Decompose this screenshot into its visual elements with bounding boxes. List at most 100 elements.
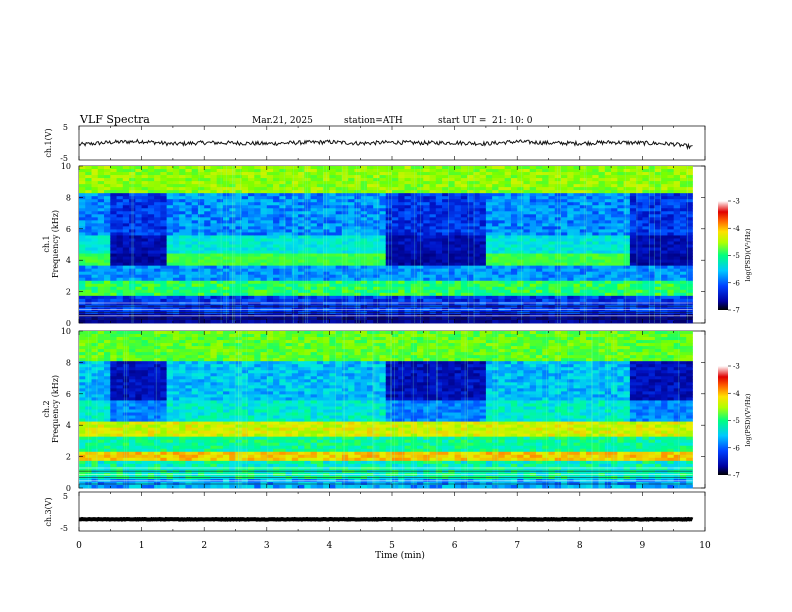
spectrogram-cell [636,166,643,170]
spectrogram-cell [417,172,424,176]
spectrogram-cell [567,250,574,254]
spectrogram-cell [110,277,117,282]
spectrogram-cell [204,190,211,194]
spectrogram-cell [479,253,487,257]
spectrogram-cell [454,283,462,288]
spectrogram-cell [398,289,405,294]
spectrogram-cell [636,214,643,218]
spectrogram-cell [216,286,224,291]
spectrogram-cell [235,184,243,188]
spectrogram-cell [360,178,368,182]
spectrogram-cell [523,226,531,230]
spectrogram-cell [135,244,142,248]
spectrogram-cell [129,172,136,176]
spectrogram-cell [241,229,249,233]
spectrogram-cell [147,187,155,191]
spectrogram-cell [561,190,568,194]
spectrogram-cell [586,211,593,215]
spectrogram-cell [185,220,193,224]
spectrogram-cell [285,199,293,203]
spectrogram-cell [429,283,437,288]
spectrogram-cell [122,205,130,209]
spectrogram-cell [329,286,337,291]
spectrogram-cell [229,241,236,245]
spectrogram-cell [335,229,343,233]
spectrogram-cell [279,277,286,282]
spectrogram-cell [135,187,142,191]
spectrogram-cell [629,292,637,297]
spectrogram-cell [141,217,149,221]
spectrogram-cell [116,181,124,185]
spectrogram-cell [341,250,349,254]
spectrogram-cell [611,208,618,212]
spectrogram-cell [629,244,637,248]
spectrogram-cell [373,271,380,276]
spectrogram-cell [273,268,280,273]
spectrogram-cell [661,223,668,227]
spectrogram-cell [617,175,625,179]
spectrogram-cell [179,250,186,254]
spectrogram-cell [573,253,581,257]
spectrogram-cell [648,196,656,200]
spectrogram-cell [648,187,656,191]
spectrogram-cell [160,298,168,303]
spectrogram-cell [97,286,105,291]
spectrogram-cell [273,199,280,203]
spectrogram-cell [85,289,92,294]
spectrogram-cell [485,178,493,182]
spectrogram-cell [129,280,136,285]
spectrogram-cell [529,238,537,242]
spectrogram-cell [172,220,180,224]
spectrogram-cell [398,211,405,215]
spectrogram-cell [392,232,399,236]
spectrogram-cell [586,205,593,209]
spectrogram-cell [435,262,443,267]
spectrogram-cell [417,199,424,203]
spectrogram-cell [623,226,631,230]
spectrogram-cell [523,169,531,173]
spectrogram-cell [629,205,637,209]
spectrogram-cell [385,214,393,218]
spectrogram-cell [197,202,205,206]
spectrogram-cell [398,181,405,185]
spectrogram-cell [216,220,224,224]
spectrogram-cell [204,280,211,285]
spectrogram-cell [617,259,625,264]
ch1-voltage-panel: 5 -5 ch.1(V) [44,123,706,163]
spectrogram-cell [191,295,199,300]
spectrogram-cell [417,190,424,194]
spectrogram-cell [210,241,218,245]
spectrogram-cell [479,247,487,251]
spectrogram-cell [554,172,562,176]
spectrogram-cell [122,202,130,206]
spectrogram-cell [579,274,587,279]
spectrogram-cell [398,178,405,182]
spectrogram-cell [479,208,487,212]
spectrogram-cell [485,184,493,188]
spectrogram-cell [104,259,111,264]
spectrogram-cell [498,205,506,209]
spectrogram-cell [410,244,418,248]
spectrogram-cell [85,190,92,194]
spectrogram-cell [104,250,111,254]
spectrogram-cell [266,214,274,218]
spectrogram-cell [191,235,199,239]
spectrogram-cell [191,298,199,303]
spectrogram-cell [598,271,606,276]
spectrogram-cell [642,187,650,191]
spectrogram-cell [97,289,105,294]
spectrogram-cell [216,319,224,324]
spectrogram-cell [579,205,587,209]
spectrogram-cell [454,289,462,294]
spectrogram-cell [91,190,99,194]
spectrogram-cell [504,214,512,218]
spectrogram-cell [410,181,418,185]
spectrogram-cell [85,187,92,191]
spectrogram-cell [273,289,280,294]
spectrogram-cell [504,211,512,215]
spectrogram-cell [586,172,593,176]
spectrogram-cell [91,211,99,215]
spectrogram-cell [248,286,255,291]
spectrogram-cell [554,166,562,170]
spectrogram-cell [341,181,349,185]
